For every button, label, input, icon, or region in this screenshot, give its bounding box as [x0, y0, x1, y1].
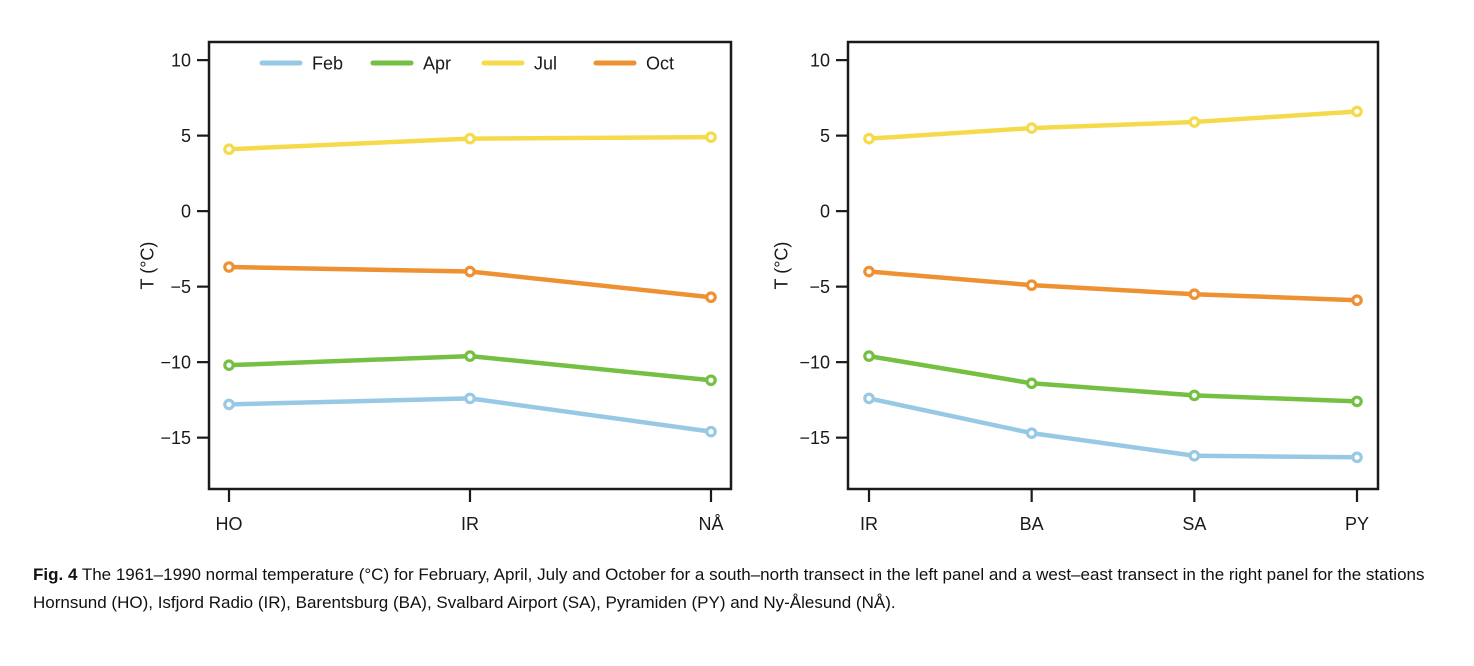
x-tick-label: SA — [1182, 514, 1206, 534]
y-tick-label: −5 — [809, 277, 830, 297]
x-tick-label: IR — [461, 514, 479, 534]
data-point-apr — [1188, 389, 1201, 402]
data-point-feb — [1025, 427, 1038, 439]
y-tick-label: 5 — [820, 126, 830, 146]
legend-label-jul: Jul — [534, 53, 557, 73]
data-point-feb — [863, 392, 875, 405]
y-axis-title: T (°C) — [137, 242, 157, 290]
line-chart-left: 10 5 0 −5 −10 −15 HO IR NÅ T (°C) Feb Apr Jul Oct — [137, 40, 733, 534]
y-tick-label: 5 — [181, 126, 191, 146]
data-point-apr — [1351, 395, 1363, 408]
x-tick-label: PY — [1345, 514, 1369, 534]
x-tick-label: IR — [860, 514, 878, 534]
data-point-jul — [223, 143, 235, 156]
legend-label-feb: Feb — [312, 53, 343, 73]
x-tick-label: NÅ — [698, 514, 723, 534]
x-tick-label: BA — [1020, 514, 1044, 534]
y-tick-label: 0 — [820, 201, 830, 221]
y-tick-label: −5 — [170, 277, 191, 297]
y-axis-title: T (°C) — [771, 242, 791, 290]
data-point-apr — [464, 350, 476, 362]
data-point-apr — [223, 359, 235, 371]
data-point-apr — [705, 374, 717, 387]
data-point-feb — [1351, 451, 1363, 464]
data-point-jul — [863, 132, 875, 145]
data-point-feb — [223, 398, 235, 411]
plot-box — [846, 40, 1380, 491]
data-point-jul — [1025, 122, 1038, 134]
data-point-oct — [705, 291, 717, 304]
data-point-feb — [464, 392, 476, 405]
line-chart-right: 10 5 0 −5 −10 −15 IR BA SA PY T (°C) — [771, 40, 1380, 534]
y-tick-label: −10 — [160, 352, 191, 372]
series-line-feb — [866, 396, 1360, 460]
data-point-apr — [863, 350, 875, 362]
data-point-oct — [1351, 294, 1363, 307]
data-point-oct — [863, 265, 875, 278]
y-tick-label: −15 — [160, 428, 191, 448]
figure-caption-text: The 1961–1990 normal temperature (°C) fo… — [33, 565, 1425, 612]
series-line-oct — [866, 269, 1360, 303]
data-point-jul — [1351, 105, 1363, 118]
series-line-apr — [866, 353, 1360, 404]
y-tick-label: 10 — [810, 50, 830, 70]
figure-caption: Fig. 4 The 1961–1990 normal temperature … — [0, 545, 1474, 617]
data-point-jul — [1188, 116, 1201, 128]
x-tick-label: HO — [216, 514, 243, 534]
data-point-oct — [464, 265, 476, 278]
series-line-jul — [866, 109, 1360, 141]
data-point-oct — [223, 261, 235, 273]
legend-label-apr: Apr — [423, 53, 451, 73]
y-tick-label: −15 — [799, 428, 830, 448]
data-point-feb — [1188, 449, 1201, 462]
data-point-apr — [1025, 377, 1038, 390]
legend-label-oct: Oct — [646, 53, 674, 73]
data-point-jul — [464, 132, 476, 145]
data-point-feb — [705, 425, 717, 438]
y-tick-label: 10 — [171, 50, 191, 70]
data-point-oct — [1025, 279, 1038, 291]
data-point-jul — [705, 131, 717, 143]
chart-panels: 10 5 0 −5 −10 −15 HO IR NÅ T (°C) Feb Apr Jul Oct 10 5… — [137, 40, 1380, 534]
figure-caption-label: Fig. 4 — [33, 565, 78, 584]
y-tick-label: −10 — [799, 352, 830, 372]
y-tick-label: 0 — [181, 201, 191, 221]
data-point-oct — [1188, 288, 1201, 300]
